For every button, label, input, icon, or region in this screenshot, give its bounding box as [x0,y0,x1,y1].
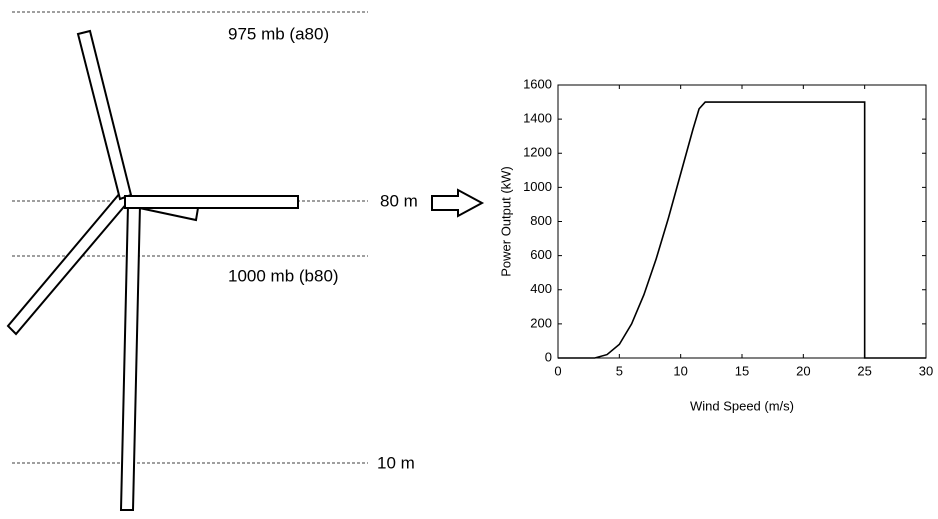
blade [6,191,130,336]
y-tick-label: 1200 [523,145,552,160]
y-tick-label: 1400 [523,111,552,126]
y-tick-label: 200 [530,315,552,330]
level-label: 10 m [377,453,415,472]
x-tick-label: 25 [857,363,871,378]
plot-frame [557,84,927,359]
arrow [431,188,485,218]
y-tick-label: 600 [530,247,552,262]
level-label: 80 m [380,191,418,210]
blade [124,195,299,209]
y-tick-label: 1600 [523,76,552,91]
y-tick-label: 1000 [523,179,552,194]
x-tick-label: 5 [616,363,623,378]
x-tick-label: 30 [919,363,933,378]
x-tick-label: 15 [735,363,749,378]
level-label: 975 mb (a80) [228,24,329,43]
y-tick-label: 800 [530,213,552,228]
power-curve [558,101,926,359]
level-label: 1000 mb (b80) [228,266,339,285]
x-tick-label: 10 [673,363,687,378]
x-axis-label: Wind Speed (m/s) [690,398,794,413]
x-tick-label: 0 [554,363,561,378]
chart: 0 200 400 600 800 1000 1200 1400 1600 0 5 10 15 20 25 3… [498,76,933,413]
x-tick-label: 20 [796,363,810,378]
y-tick-label: 0 [545,349,552,364]
y-tick-label: 400 [530,281,552,296]
y-axis-label: Power Output (kW) [498,166,513,277]
blade [76,29,133,201]
tower [119,204,142,511]
